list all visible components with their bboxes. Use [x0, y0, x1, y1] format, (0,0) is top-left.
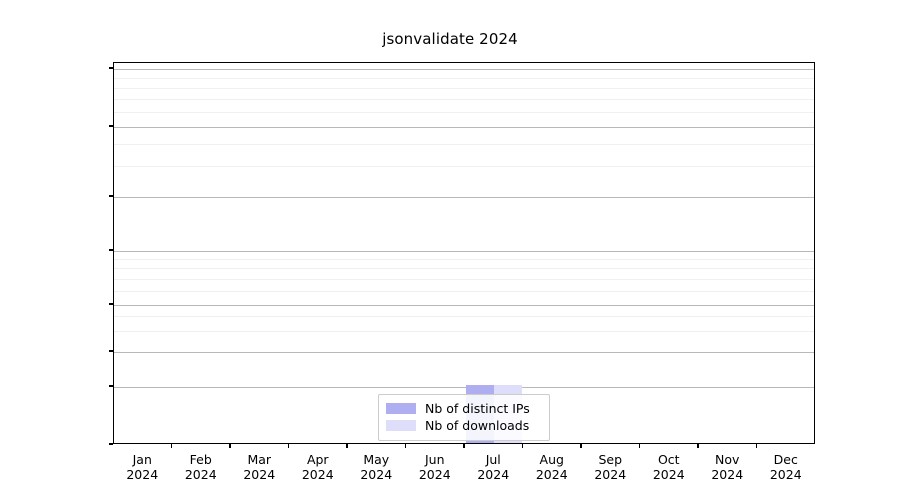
- x-tick-label-year: 2024: [301, 467, 334, 482]
- x-tick-label-month: May: [363, 452, 390, 467]
- gridline-major: [114, 69, 814, 70]
- x-tick-mark: [755, 444, 758, 448]
- gridline-minor: [114, 88, 814, 89]
- gridline-minor: [114, 316, 814, 317]
- x-tick-label-month: Nov: [715, 452, 740, 467]
- x-tick-label-year: 2024: [360, 467, 393, 482]
- x-tick-mark: [580, 444, 582, 448]
- x-tick-mark: [697, 444, 699, 448]
- gridline-minor: [114, 331, 814, 332]
- x-tick-label-month: Jul: [485, 452, 501, 467]
- y-tick-mark: [109, 125, 113, 127]
- x-tick-label: May 2024: [360, 452, 392, 482]
- gridline-minor: [114, 291, 814, 292]
- x-tick-label-month: Oct: [657, 452, 680, 467]
- x-tick-label-year: 2024: [769, 467, 802, 482]
- legend-swatch: [386, 420, 416, 431]
- x-tick-label-year: 2024: [711, 467, 744, 482]
- gridline-major: [114, 197, 814, 198]
- x-tick-label: Jun 2024: [419, 452, 451, 482]
- page-title: jsonvalidate 2024: [382, 30, 518, 48]
- x-tick-label-month: Apr: [306, 452, 329, 467]
- x-tick-mark: [170, 444, 173, 448]
- legend-item[interactable]: Nb of downloads: [386, 417, 542, 434]
- gridline-minor: [114, 268, 814, 269]
- gridline-major: [114, 352, 814, 353]
- x-tick-label-month: Sep: [598, 452, 623, 467]
- x-tick-mark: [229, 444, 231, 448]
- x-tick-label: Aug 2024: [536, 452, 568, 482]
- x-tick-mark: [404, 444, 407, 448]
- x-tick-label-year: 2024: [594, 467, 627, 482]
- gridline-minor: [114, 279, 814, 280]
- x-tick-label-year: 2024: [418, 467, 451, 482]
- x-tick-label: Mar 2024: [243, 452, 275, 482]
- x-tick-label-year: 2024: [243, 467, 276, 482]
- x-tick-mark: [521, 444, 524, 448]
- gridline-minor: [114, 259, 814, 260]
- x-tick-mark: [287, 444, 290, 448]
- legend: Nb of distinct IPs Nb of downloads: [378, 394, 550, 441]
- gridline-major: [114, 251, 814, 252]
- y-tick-mark: [109, 67, 113, 69]
- legend-label: Nb of downloads: [425, 418, 530, 433]
- gridline-major: [114, 305, 814, 306]
- x-tick-label: Feb 2024: [185, 452, 217, 482]
- gridline-major: [114, 387, 814, 388]
- plot-area: [113, 62, 815, 444]
- x-tick-label-year: 2024: [184, 467, 217, 482]
- gridline-minor: [114, 99, 814, 100]
- x-tick-label-month: Mar: [247, 452, 272, 467]
- x-tick-label-month: Dec: [773, 452, 798, 467]
- y-tick-mark: [109, 195, 113, 197]
- legend-item[interactable]: Nb of distinct IPs: [386, 400, 542, 417]
- x-tick-mark: [346, 444, 348, 448]
- x-tick-mark: [638, 444, 641, 448]
- x-tick-label: Apr 2024: [302, 452, 334, 482]
- x-tick-label-year: 2024: [126, 467, 159, 482]
- y-tick-mark: [109, 385, 113, 387]
- x-tick-label: Nov 2024: [711, 452, 743, 482]
- gridline-minor: [114, 112, 814, 113]
- y-tick-mark: [109, 350, 113, 352]
- gridline-minor: [114, 144, 814, 145]
- gridline-major: [114, 127, 814, 128]
- y-tick-mark: [109, 303, 113, 305]
- legend-swatch: [386, 403, 416, 414]
- x-tick-label: Jan 2024: [126, 452, 158, 482]
- x-tick-label-year: 2024: [652, 467, 685, 482]
- gridline-minor: [114, 78, 814, 79]
- x-tick-label-month: Feb: [189, 452, 212, 467]
- x-tick-label: Oct 2024: [653, 452, 685, 482]
- x-tick-label-month: Aug: [539, 452, 564, 467]
- x-tick-label: Sep 2024: [594, 452, 626, 482]
- x-tick-label-year: 2024: [535, 467, 568, 482]
- x-tick-label-month: Jan: [132, 452, 152, 467]
- y-tick-mark: [109, 249, 113, 251]
- x-tick-label-month: Jun: [424, 452, 445, 467]
- x-tick-label-year: 2024: [477, 467, 510, 482]
- legend-label: Nb of distinct IPs: [425, 401, 530, 416]
- y-tick-mark: [109, 443, 113, 445]
- x-tick-label: Dec 2024: [770, 452, 802, 482]
- gridline-minor: [114, 166, 814, 167]
- x-tick-label: Jul 2024: [477, 452, 509, 482]
- x-tick-mark: [463, 444, 465, 448]
